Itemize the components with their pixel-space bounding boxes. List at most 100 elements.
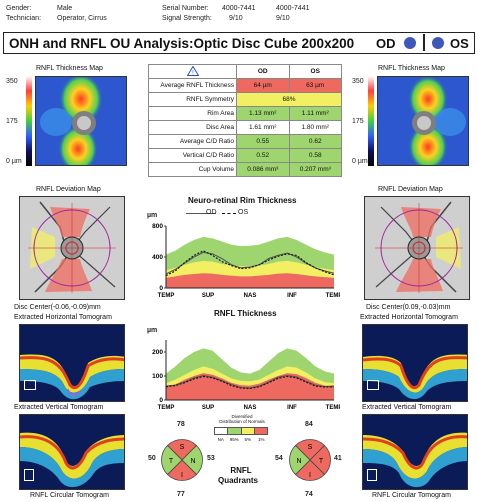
os-disc-center: Disc Center(0.09,-0.03)mm: [366, 304, 451, 311]
x-tick-label: SUP: [202, 405, 214, 411]
os-thickness-map-title: RNFL Thickness Map: [378, 65, 445, 72]
y-tick-label: 100: [152, 373, 163, 380]
series-line-os: [165, 250, 335, 277]
metric-od-value: 1.61 mm²: [236, 120, 290, 135]
distribution-legend-labels: NA 95% 5% 1%: [214, 437, 268, 442]
legend-label: NA: [217, 437, 224, 442]
quadrants-title-line2: Quadrants: [218, 476, 259, 485]
distribution-title-line1: Diversified: [231, 414, 253, 419]
rim-chart-title: Neuro-retinal Rim Thickness: [188, 196, 297, 205]
page-title: ONH and RNFL OU Analysis:Optic Disc Cube…: [9, 36, 355, 51]
legend-swatch-5: [241, 428, 255, 434]
rim-legend-os-line: [222, 213, 236, 214]
od-deviation-map: [19, 196, 125, 300]
col-os-header: OS: [288, 64, 342, 79]
os-quadrant-t: [309, 444, 331, 476]
rim-unit: µm: [147, 212, 158, 219]
od-quadrant-i: [166, 459, 198, 481]
legend-label: 95%: [229, 437, 239, 442]
rnfl-chart-title: RNFL Thickness: [214, 309, 277, 318]
os-label: OS: [450, 36, 469, 51]
y-tick-label: 800: [152, 223, 163, 230]
title-bar: ONH and RNFL OU Analysis:Optic Disc Cube…: [3, 32, 475, 54]
rim-chart: 8004000TEMPSUPNASINFTEMP: [152, 223, 340, 299]
od-label: OD: [376, 36, 396, 51]
col-od-header: OD: [236, 64, 290, 79]
os-quadrant-s-letter: S: [308, 444, 313, 451]
os-horizontal-title: Extracted Horizontal Tomogram: [360, 314, 458, 321]
metrics-row: Disc Area 1.61 mm² 1.80 mm²: [148, 120, 342, 135]
x-tick-label: TEMP: [326, 293, 340, 299]
y-tick-label: 400: [152, 254, 163, 261]
metrics-row: Vertical C/D Ratio 0.52 0.58: [148, 148, 342, 163]
od-h-orientation-icon: [24, 380, 36, 390]
od-scale-max: 350: [6, 78, 18, 85]
od-quadrant-n: [181, 444, 203, 476]
os-quadrant-i-value: 74: [305, 491, 313, 498]
os-deviation-map-title: RNFL Deviation Map: [378, 186, 443, 193]
technician-label: Technician:: [6, 15, 42, 22]
os-quadrant-chart: S T I N: [289, 439, 331, 481]
metrics-row: Cup Volume 0.086 mm³ 0.207 mm³: [148, 162, 342, 177]
warning-icon-cell: !: [148, 64, 237, 79]
y-tick-label: 0: [159, 397, 163, 404]
od-horizontal-tomogram: [19, 324, 125, 402]
gender-value: Male: [57, 5, 73, 12]
normal-band-red: [166, 373, 334, 400]
legend-swatch-na: [215, 428, 229, 434]
metrics-header-row: ! OD OS: [148, 64, 342, 79]
od-eye-icon: [404, 37, 416, 49]
od-quadrant-i-value: 77: [177, 491, 185, 498]
os-deviation-map: [364, 196, 470, 300]
metrics-table: ! OD OS Average RNFL Thickness 64 µm 63 …: [148, 64, 342, 177]
x-tick-label: INF: [287, 293, 297, 299]
x-tick-label: NAS: [244, 293, 257, 299]
series-line-os: [165, 375, 335, 390]
x-tick-label: NAS: [244, 405, 257, 411]
x-tick-label: TEMP: [326, 405, 340, 411]
x-tick-label: TEMP: [158, 293, 175, 299]
eye-divider: [423, 34, 425, 51]
y-tick-label: 200: [152, 349, 163, 356]
os-v-orientation-icon: [367, 469, 377, 481]
os-thickness-colorbar: [368, 76, 374, 166]
metric-label: Vertical C/D Ratio: [148, 148, 237, 163]
technician-value: Operator, Cirrus: [57, 15, 107, 22]
os-scale-min: 0 µm: [352, 158, 368, 165]
y-tick-label: 0: [159, 285, 163, 292]
serial-os: 4000-7441: [276, 5, 310, 12]
metric-label: Disc Area: [148, 120, 237, 135]
od-quadrant-chart: S N I T: [161, 439, 203, 481]
metric-label: Average C/D Ratio: [148, 134, 237, 149]
metric-os-value: 1.11 mm²: [288, 106, 342, 121]
metric-od-value: 0.086 mm³: [236, 162, 290, 177]
od-vertical-title: Extracted Vertical Tomogram: [14, 404, 104, 411]
os-circular-title: RNFL Circular Tomogram: [372, 492, 451, 499]
metric-label: RNFL Symmetry: [148, 92, 237, 107]
quadrants-title: RNFL: [229, 466, 253, 475]
x-tick-label: INF: [287, 405, 297, 411]
rim-legend-od: OD: [206, 209, 217, 216]
od-quadrant-i-letter: I: [181, 472, 183, 479]
rim-legend-os: OS: [238, 209, 249, 216]
od-circular-title: RNFL Circular Tomogram: [30, 492, 109, 499]
os-scale-max: 350: [352, 78, 364, 85]
series-line-od: [165, 251, 335, 275]
metric-od-value: 0.52: [236, 148, 290, 163]
legend-label: 1%: [257, 437, 265, 442]
legend-label: 5%: [244, 437, 251, 442]
od-quadrant-n-letter: N: [190, 458, 195, 465]
os-vertical-tomogram: [362, 414, 468, 490]
os-eye-icon: [432, 37, 444, 49]
os-quadrant-t-value: 54: [275, 455, 283, 462]
od-quadrant-t-letter: T: [169, 458, 174, 465]
metric-label: Rim Area: [148, 106, 237, 121]
legend-swatch-1: [254, 428, 267, 434]
distribution-title-line2: Distribution of Normals: [219, 419, 265, 424]
od-scale-min: 0 µm: [6, 158, 22, 165]
od-quadrant-s-value: 78: [177, 421, 185, 428]
od-horizontal-title: Extracted Horizontal Tomogram: [14, 314, 112, 321]
os-quadrant-i: [294, 459, 326, 481]
metric-symmetry-value: 68%: [236, 92, 342, 107]
od-v-orientation-icon: [24, 469, 34, 481]
